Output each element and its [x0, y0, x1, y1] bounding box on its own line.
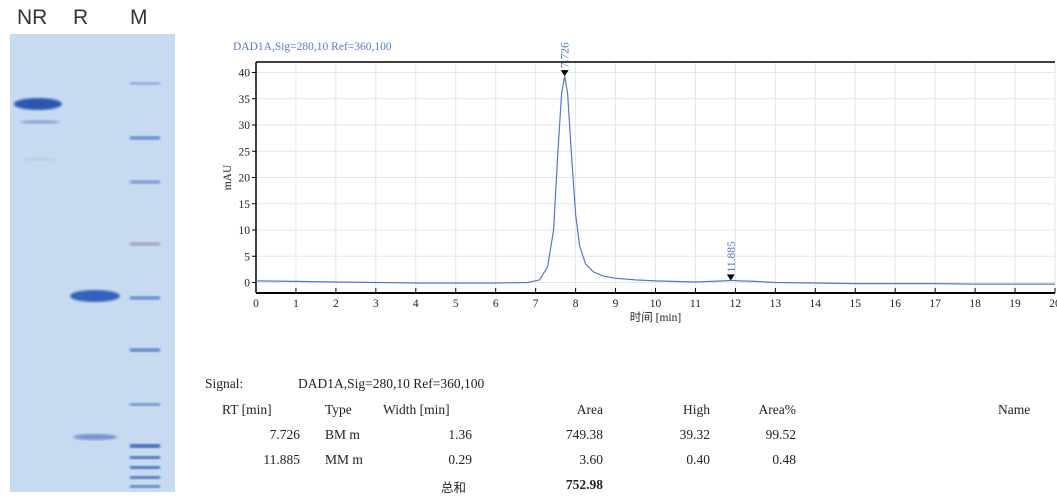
- x-tick-label: 3: [373, 298, 379, 310]
- header-high: High: [635, 402, 710, 418]
- y-tick-label: 5: [244, 251, 250, 263]
- header-area: Area: [515, 402, 603, 418]
- signal-value: DAD1A,Sig=280,10 Ref=360,100: [298, 376, 484, 391]
- x-axis-label: 时间 [min]: [630, 311, 681, 324]
- cell-area-pct: 0.48: [735, 452, 796, 468]
- y-tick-label: 20: [239, 173, 251, 185]
- x-tick-label: 9: [613, 298, 619, 310]
- y-axis-label: mAU: [222, 164, 234, 190]
- grid-lines: [256, 62, 1055, 293]
- x-tick-label: 13: [770, 298, 782, 310]
- x-tick-label: 17: [929, 298, 941, 310]
- total-value: 752.98: [515, 477, 603, 493]
- y-tick-label: 0: [244, 278, 250, 290]
- x-tick-label: 11: [690, 298, 701, 310]
- x-tick-label: 14: [810, 298, 822, 310]
- x-tick-label: 19: [1009, 298, 1021, 310]
- x-tick-label: 12: [730, 298, 742, 310]
- peak-marker-icon: [727, 274, 735, 280]
- x-tick-label: 16: [889, 298, 901, 310]
- cell-type: BM m: [325, 427, 360, 443]
- cell-area-pct: 99.52: [735, 427, 796, 443]
- total-label: 总和: [441, 477, 466, 496]
- signal-label: Signal:: [205, 376, 298, 392]
- cell-area: 749.38: [515, 427, 603, 443]
- y-tick-label: 10: [239, 225, 251, 237]
- peak-label: 7.726: [560, 42, 572, 68]
- cell-type: MM m: [325, 452, 363, 468]
- sds-page-gel-image: [10, 34, 175, 492]
- header-name: Name: [998, 402, 1030, 418]
- y-tick-label: 35: [239, 94, 251, 106]
- header-width: Width [min]: [383, 402, 472, 418]
- header-type: Type: [325, 402, 352, 418]
- peak-label: 11.885: [726, 241, 738, 272]
- y-tick-label: 30: [239, 120, 251, 132]
- x-tick-label: 10: [650, 298, 662, 310]
- header-rt: RT [min]: [222, 402, 300, 418]
- peak-marker-icon: [561, 70, 569, 76]
- cell-rt: 11.885: [222, 452, 300, 468]
- cell-high: 0.40: [635, 452, 710, 468]
- cell-width: 0.29: [383, 452, 472, 468]
- x-tick-label: 6: [493, 298, 499, 310]
- gel-lane-labels: NR R M: [0, 6, 175, 30]
- lane-label-nr: NR: [17, 6, 47, 30]
- x-tick-label: 0: [253, 298, 259, 310]
- signal-line: Signal:DAD1A,Sig=280,10 Ref=360,100: [205, 376, 484, 392]
- lane-label-r: R: [73, 6, 88, 30]
- x-tick-label: 8: [573, 298, 579, 310]
- x-tick-label: 5: [453, 298, 459, 310]
- x-tick-label: 15: [850, 298, 862, 310]
- cell-rt: 7.726: [222, 427, 300, 443]
- header-area-pct: Area%: [735, 402, 796, 418]
- x-tick-label: 2: [333, 298, 339, 310]
- peak-labels: 7.726 11.885: [560, 42, 738, 280]
- x-tick-label: 18: [969, 298, 981, 310]
- x-tick-label: 7: [533, 298, 539, 310]
- cell-width: 1.36: [383, 427, 472, 443]
- y-tick-label: 25: [239, 146, 251, 158]
- x-tick-label: 4: [413, 298, 419, 310]
- y-tick-label: 40: [239, 68, 251, 80]
- x-tick-label: 20: [1049, 298, 1057, 310]
- y-tick-label: 15: [239, 199, 251, 211]
- chart-title: DAD1A,Sig=280,10 Ref=360,100: [233, 41, 392, 53]
- lane-label-m: M: [130, 6, 148, 30]
- cell-high: 39.32: [635, 427, 710, 443]
- x-tick-label: 1: [293, 298, 299, 310]
- chromatogram-chart: DAD1A,Sig=280,10 Ref=360,100 mAU 时间 [min…: [200, 36, 1057, 336]
- cell-area: 3.60: [515, 452, 603, 468]
- tick-labels: 0123456789101112131415161718192005101520…: [239, 68, 1057, 311]
